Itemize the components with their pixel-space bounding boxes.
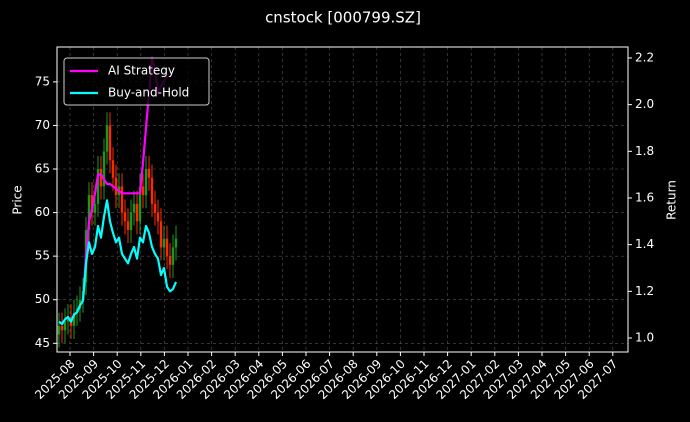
plot-frame [56, 46, 629, 353]
candle-body [171, 247, 175, 265]
return-line [58, 199, 178, 326]
candle-body [132, 203, 136, 213]
candle-body [141, 186, 145, 196]
y-tick-label: 45 [35, 336, 50, 350]
candle-body [126, 221, 130, 230]
y2-tick-label: 1.0 [635, 330, 654, 344]
candle-body [114, 177, 118, 196]
candle-body [150, 177, 154, 204]
y-tick-label: 70 [35, 118, 50, 132]
candle-body [96, 169, 100, 204]
y2-axis-label: Return [665, 180, 679, 220]
legend-label: AI Strategy [108, 64, 175, 78]
candle-body [66, 317, 70, 322]
chart-title: cnstock [000799.SZ] [265, 9, 421, 27]
candle-body [165, 238, 169, 257]
candle-body [111, 160, 115, 178]
candle-body [60, 325, 64, 331]
candle-body [159, 221, 163, 248]
candle-body [63, 321, 67, 331]
y2-tick-label: 2.0 [635, 97, 654, 111]
candle-body [153, 203, 157, 213]
y2-tick-label: 1.8 [635, 144, 654, 158]
candle-body [144, 169, 148, 196]
y2-tick-label: 1.4 [635, 237, 654, 251]
y-tick-label: 75 [35, 74, 50, 88]
candle-body [72, 312, 76, 326]
candle-body [102, 151, 106, 187]
candle-body [99, 169, 103, 187]
y2-tick-label: 1.2 [635, 284, 654, 298]
candle-body [57, 325, 61, 335]
y-tick-label: 50 [35, 292, 50, 306]
candle-body [135, 203, 139, 222]
candle-body [138, 186, 142, 222]
candle-body [93, 203, 97, 213]
y-tick-label: 55 [35, 249, 50, 263]
legend-box [63, 57, 210, 106]
candle-body [168, 256, 172, 265]
candle-body [156, 212, 160, 222]
candle-body [123, 212, 127, 222]
candle-body [147, 169, 151, 178]
y-tick-label: 60 [35, 205, 50, 219]
y2-tick-label: 2.2 [635, 50, 654, 64]
y-axis-label: Price [11, 185, 25, 214]
y-tick-label: 65 [35, 162, 50, 176]
legend-label: Buy-and-Hold [108, 86, 189, 100]
legend: AI Strategy Buy-and-Hold [63, 57, 210, 106]
candle-body [105, 125, 109, 152]
candle-body [174, 238, 178, 248]
y2-tick-label: 1.6 [635, 190, 654, 204]
candle-body [108, 125, 112, 161]
candle-body [87, 195, 91, 230]
candle-body [120, 186, 124, 213]
candle-body [162, 238, 166, 248]
candle-body [129, 212, 133, 230]
